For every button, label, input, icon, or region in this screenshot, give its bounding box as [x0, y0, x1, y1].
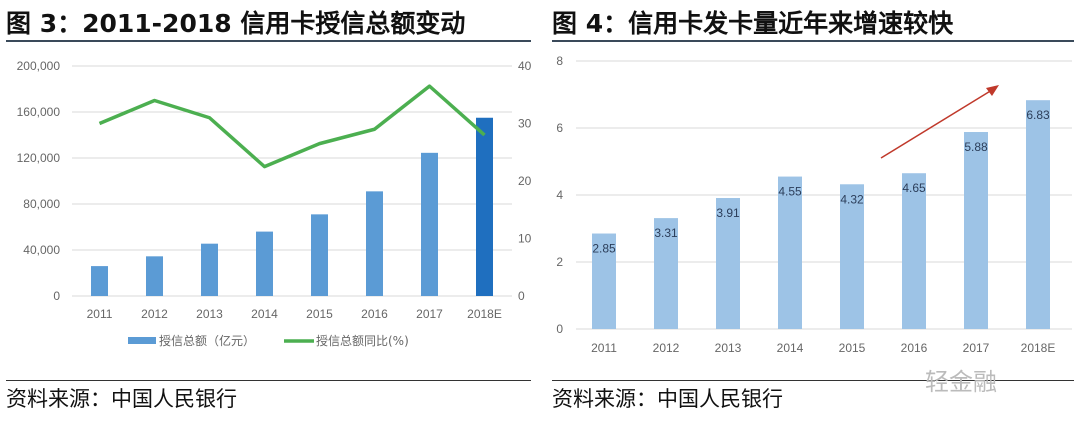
bar — [421, 152, 438, 296]
x-tick-label: 2012 — [141, 307, 168, 321]
right-source: 资料来源：中国人民银行 — [552, 387, 783, 411]
x-tick-label: 2013 — [196, 307, 223, 321]
x-tick-label: 2016 — [361, 307, 388, 321]
y-tick-label: 200,000 — [17, 59, 61, 73]
bar — [654, 218, 678, 329]
x-tick-label: 2017 — [963, 341, 990, 355]
x-tick-label: 2011 — [591, 341, 617, 355]
trend-arrow-line — [880, 89, 993, 159]
x-tick-label: 2013 — [715, 341, 742, 355]
bar — [256, 231, 273, 296]
right-source-divider — [552, 380, 1074, 381]
bar — [146, 256, 163, 296]
y-tick-label: 6 — [556, 121, 563, 135]
right-chart-title: 图 4：信用卡发卡量近年来增速较快 — [552, 9, 954, 38]
bar — [311, 214, 328, 296]
bar — [840, 184, 864, 329]
data-label: 5.88 — [964, 140, 988, 154]
x-tick-label: 2014 — [251, 307, 278, 321]
y-tick-label: 2 — [556, 255, 563, 269]
x-tick-label: 2014 — [777, 341, 804, 355]
x-tick-label: 2018E — [1021, 341, 1056, 355]
bar — [476, 117, 493, 296]
y2-tick-label: 30 — [518, 117, 532, 131]
left-title-divider — [6, 40, 531, 42]
data-label: 3.91 — [716, 206, 740, 220]
line-series — [98, 84, 486, 169]
data-label: 4.32 — [840, 192, 864, 206]
data-label: 6.83 — [1026, 108, 1050, 122]
bar — [902, 173, 926, 329]
watermark: 轻金融 — [925, 368, 997, 396]
data-label: 3.31 — [654, 226, 678, 240]
legend-label-line: 授信总额同比(%) — [316, 333, 409, 348]
x-tick-label: 2018E — [467, 307, 502, 321]
bar — [201, 243, 218, 296]
data-label: 4.65 — [902, 181, 926, 195]
y-tick-label: 80,000 — [23, 197, 60, 211]
y2-tick-label: 0 — [518, 289, 525, 303]
trend-arrow-head — [986, 85, 999, 96]
bar — [1026, 100, 1050, 329]
y2-tick-label: 10 — [518, 232, 532, 246]
y2-tick-label: 40 — [518, 59, 532, 73]
x-tick-label: 2012 — [653, 341, 680, 355]
x-tick-label: 2016 — [901, 341, 928, 355]
y-tick-label: 40,000 — [23, 243, 60, 257]
right-title-divider — [552, 40, 1074, 42]
y-tick-label: 8 — [556, 54, 563, 68]
left-source: 资料来源：中国人民银行 — [6, 387, 237, 411]
y-tick-label: 0 — [53, 289, 60, 303]
left-source-divider — [6, 380, 531, 381]
y2-tick-label: 20 — [518, 174, 532, 188]
y-tick-label: 120,000 — [17, 151, 61, 165]
bar — [964, 132, 988, 329]
bar — [778, 176, 802, 329]
x-tick-label: 2015 — [306, 307, 333, 321]
bar — [91, 266, 108, 296]
y-tick-label: 0 — [556, 322, 563, 336]
x-tick-label: 2017 — [416, 307, 443, 321]
x-tick-label: 2015 — [839, 341, 866, 355]
x-tick-label: 2011 — [87, 307, 113, 321]
data-label: 4.55 — [778, 185, 802, 199]
bar — [366, 191, 383, 296]
bar — [592, 233, 616, 329]
y-tick-label: 160,000 — [17, 105, 61, 119]
bar — [716, 198, 740, 329]
left-chart-title: 图 3：2011-2018 信用卡授信总额变动 — [6, 9, 466, 38]
data-label: 2.85 — [592, 242, 616, 256]
legend-label-bar: 授信总额（亿元） — [159, 333, 255, 348]
legend-swatch-bar — [128, 337, 156, 344]
y-tick-label: 4 — [556, 188, 563, 202]
